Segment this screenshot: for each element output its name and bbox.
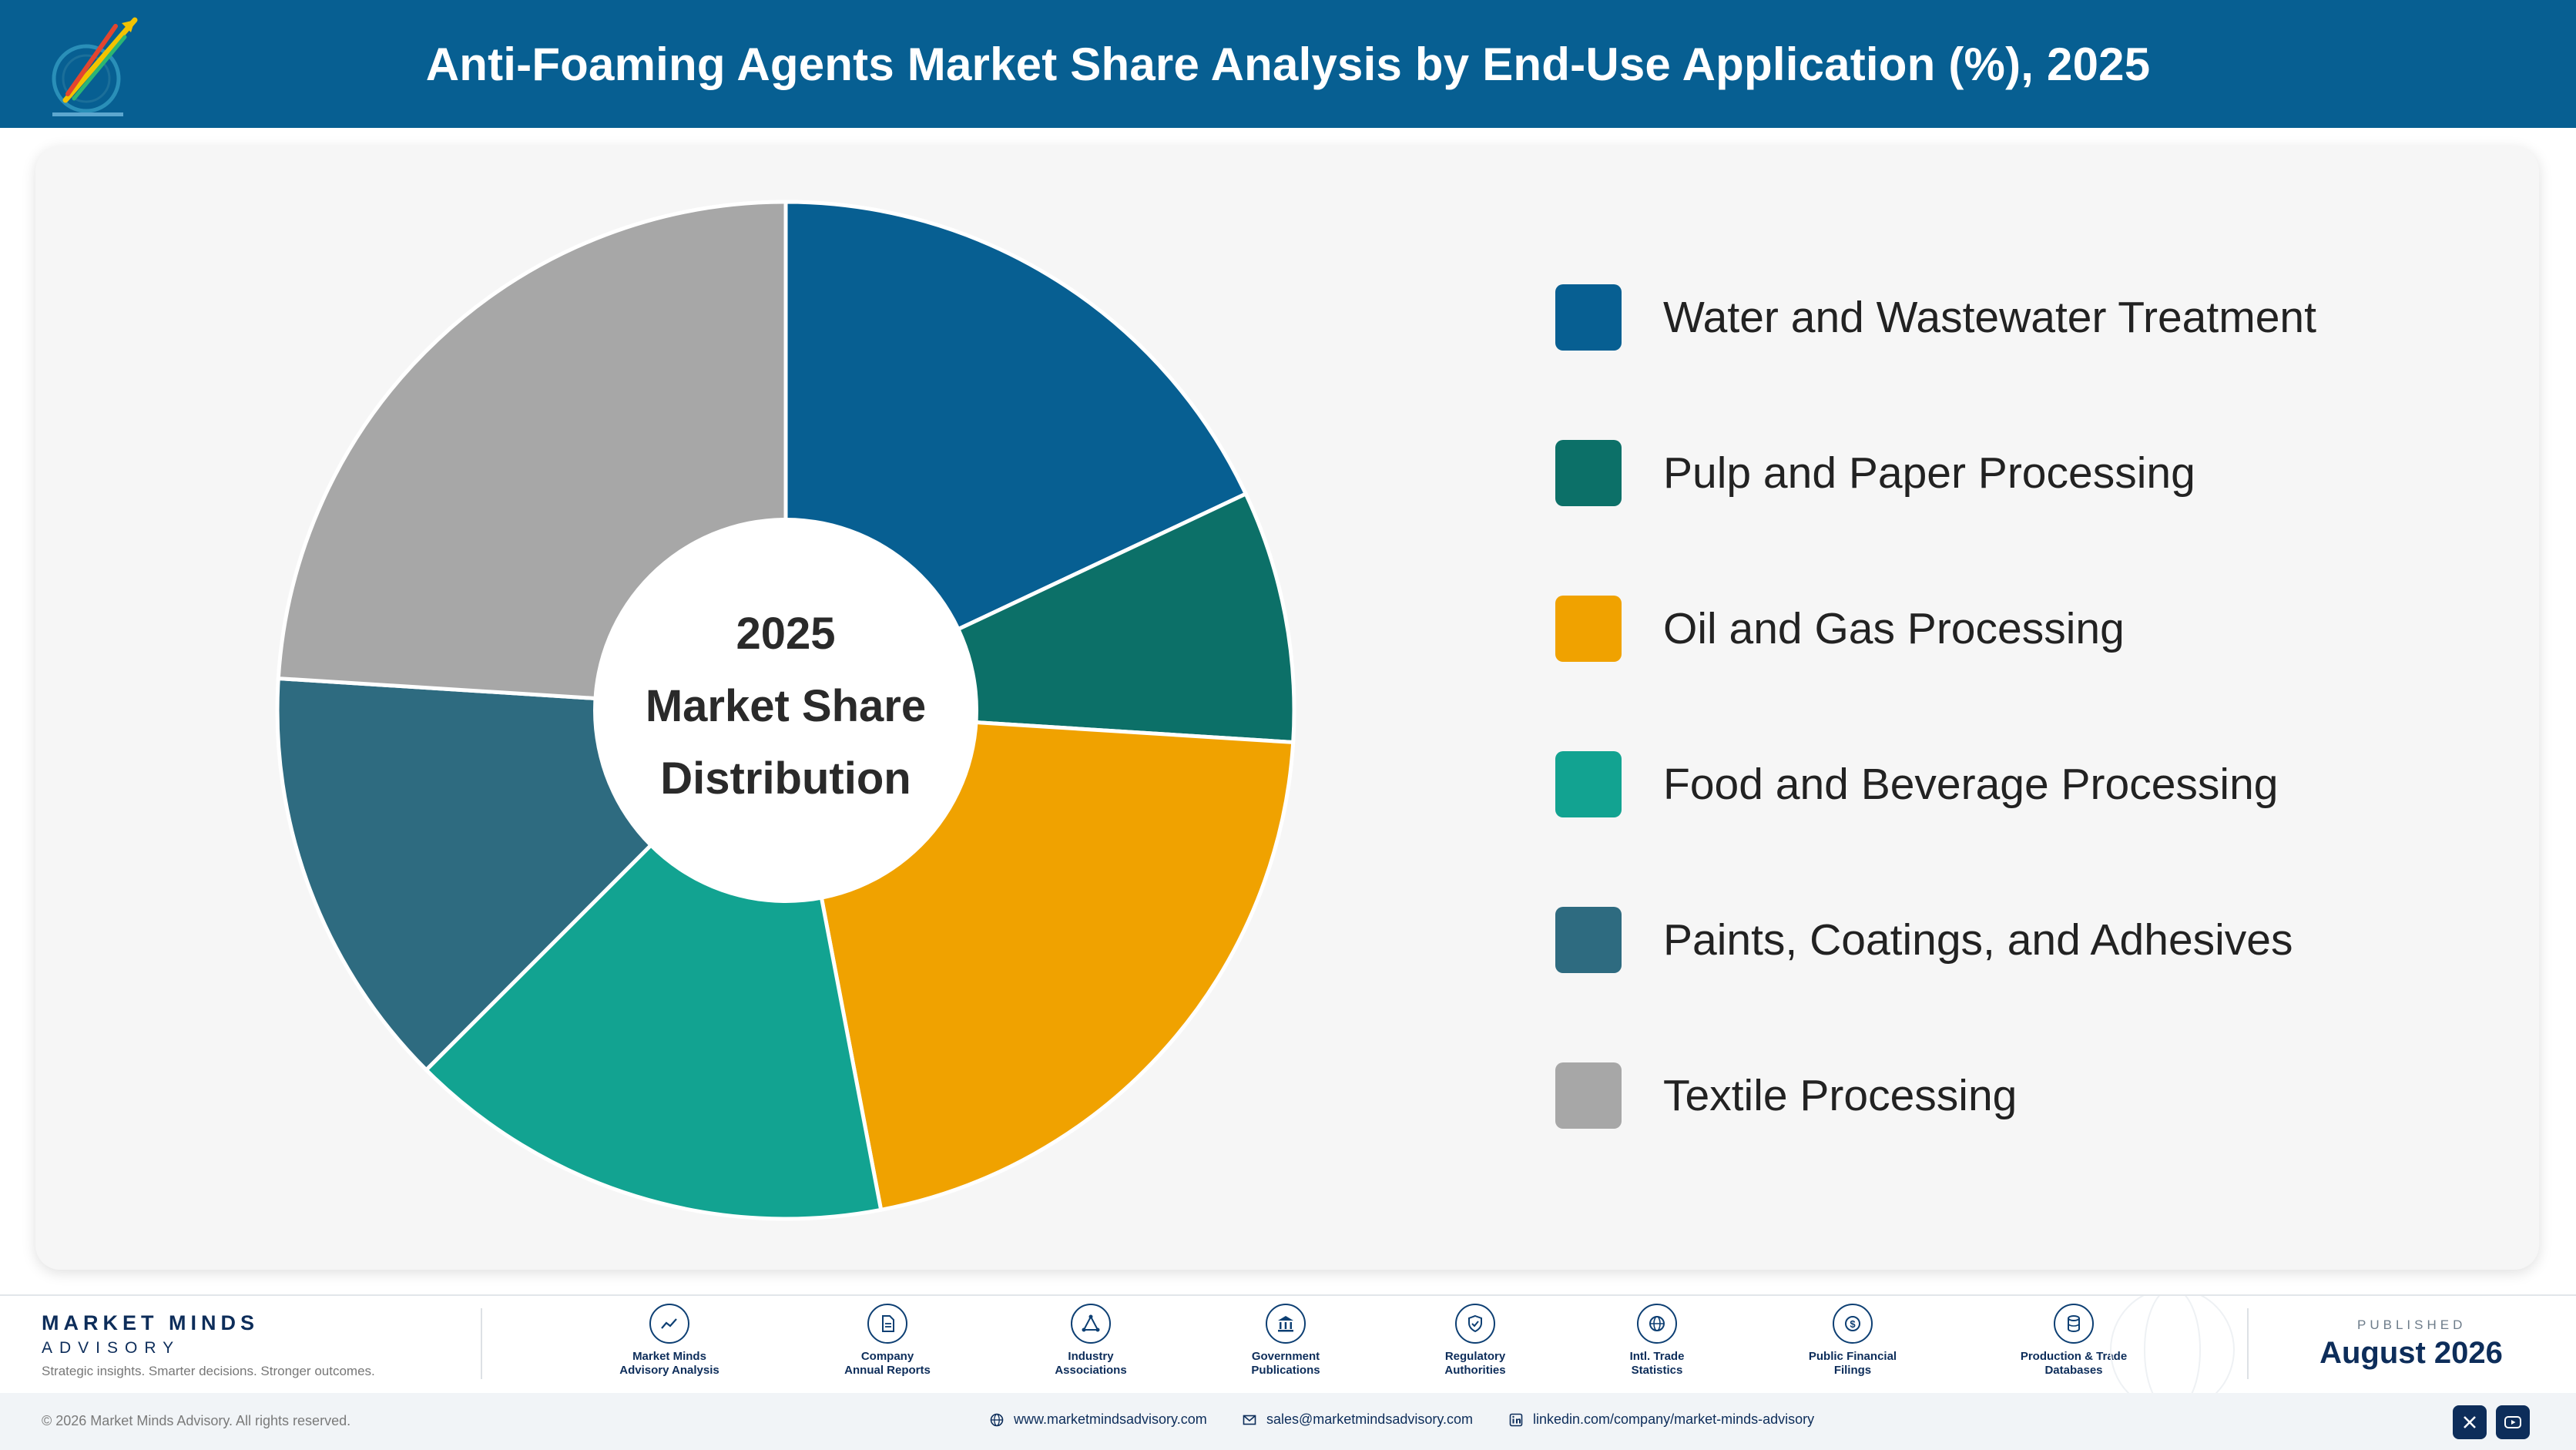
brand-name: MARKET MINDS: [42, 1311, 259, 1334]
source-trade-statistics: Intl. Trade Statistics: [1576, 1304, 1738, 1378]
brand-subtitle: ADVISORY: [42, 1339, 181, 1357]
source-label: Industry Associations: [1055, 1350, 1127, 1377]
email-text: sales@marketmindsadvisory.com: [1266, 1411, 1474, 1427]
legend-label: Textile Processing: [1663, 1071, 2018, 1120]
brand-tagline: Strategic insights. Smarter decisions. S…: [42, 1364, 375, 1378]
source-annual-reports: Company Annual Reports: [807, 1304, 968, 1378]
center-label-line2: Market Share: [646, 681, 926, 731]
legend-label: Food and Beverage Processing: [1663, 760, 2279, 809]
donut-hole: [593, 518, 978, 903]
network-icon: [1071, 1304, 1111, 1344]
legend-swatch: [1555, 1062, 1622, 1129]
source-financial-filings: $ Public Financial Filings: [1772, 1304, 1934, 1378]
mail-icon: [1243, 1415, 1256, 1425]
legend-label: Water and Wastewater Treatment: [1663, 293, 2316, 342]
footer-contact-bar: © 2026 Market Minds Advisory. All rights…: [0, 1393, 2576, 1450]
legend-swatch: [1555, 751, 1622, 817]
dollar-coin-icon: $: [1833, 1304, 1873, 1344]
legend-item[interactable]: Water and Wastewater Treatment: [1555, 284, 2316, 351]
website-text: www.marketmindsadvisory.com: [1014, 1411, 1207, 1427]
email-link[interactable]: sales@marketmindsadvisory.com: [1242, 1411, 1473, 1428]
center-label-line3: Distribution: [660, 754, 911, 804]
globe-watermark: [2110, 1296, 2235, 1393]
trend-chart-icon: [649, 1304, 689, 1344]
source-label: Production & Trade Databases: [2020, 1350, 2128, 1377]
source-industry-associations: Industry Associations: [1010, 1304, 1172, 1378]
legend-item[interactable]: Paints, Coatings, and Adhesives: [1555, 907, 2293, 973]
legend-item[interactable]: Pulp and Paper Processing: [1555, 440, 2195, 506]
youtube-icon[interactable]: [2496, 1405, 2530, 1439]
legend-swatch: [1555, 596, 1622, 662]
globe-icon: [990, 1413, 1004, 1426]
legend-swatch: [1555, 440, 1622, 506]
government-building-icon: [1266, 1304, 1306, 1344]
linkedin-link[interactable]: linkedin.com/company/market-minds-adviso…: [1508, 1411, 1814, 1428]
company-logo: [52, 17, 138, 116]
document-icon: [867, 1304, 907, 1344]
source-label: Market Minds Advisory Analysis: [619, 1350, 719, 1377]
website-link[interactable]: www.marketmindsadvisory.com: [989, 1411, 1207, 1428]
divider: [2247, 1308, 2249, 1379]
linkedin-icon: [1509, 1413, 1523, 1426]
source-label: Government Publications: [1251, 1350, 1320, 1377]
source-label: Regulatory Authorities: [1444, 1350, 1506, 1377]
published-label: PUBLISHED: [2357, 1317, 2467, 1332]
database-icon: [2054, 1304, 2094, 1344]
legend-label: Oil and Gas Processing: [1663, 604, 2125, 653]
donut-chart: 2025 Market Share Distribution: [275, 200, 1296, 1221]
legend-item[interactable]: Food and Beverage Processing: [1555, 751, 2279, 817]
source-advisory-analysis: Market Minds Advisory Analysis: [589, 1304, 750, 1378]
published-date: August 2026: [2319, 1336, 2503, 1370]
source-label: Intl. Trade Statistics: [1629, 1350, 1685, 1377]
legend-swatch: [1555, 907, 1622, 973]
center-label-year: 2025: [736, 609, 835, 659]
globe-icon: [1637, 1304, 1677, 1344]
legend-item[interactable]: Oil and Gas Processing: [1555, 596, 2125, 662]
divider: [481, 1308, 482, 1379]
legend-label: Pulp and Paper Processing: [1663, 448, 2195, 498]
shield-check-icon: [1455, 1304, 1495, 1344]
x-icon[interactable]: [2453, 1405, 2487, 1439]
source-production-databases: Production & Trade Databases: [1993, 1304, 2155, 1378]
header-bar: Anti-Foaming Agents Market Share Analysi…: [0, 0, 2576, 128]
legend-swatch: [1555, 284, 1622, 351]
source-label: Public Financial Filings: [1808, 1350, 1897, 1377]
legend-label: Paints, Coatings, and Adhesives: [1663, 915, 2293, 965]
copyright-text: © 2026 Market Minds Advisory. All rights…: [42, 1413, 351, 1428]
source-regulatory-authorities: Regulatory Authorities: [1394, 1304, 1556, 1378]
source-label: Company Annual Reports: [844, 1350, 931, 1377]
source-government-publications: Government Publications: [1205, 1304, 1367, 1378]
linkedin-text: linkedin.com/company/market-minds-adviso…: [1533, 1411, 1815, 1427]
legend-item[interactable]: Textile Processing: [1555, 1062, 2017, 1129]
footer-sources-bar: MARKET MINDS ADVISORY Strategic insights…: [0, 1294, 2576, 1393]
svg-text:$: $: [1850, 1318, 1856, 1330]
page-title: Anti-Foaming Agents Market Share Analysi…: [425, 38, 2151, 90]
chart-panel: 2025 Market Share Distribution Water and…: [35, 146, 2539, 1270]
